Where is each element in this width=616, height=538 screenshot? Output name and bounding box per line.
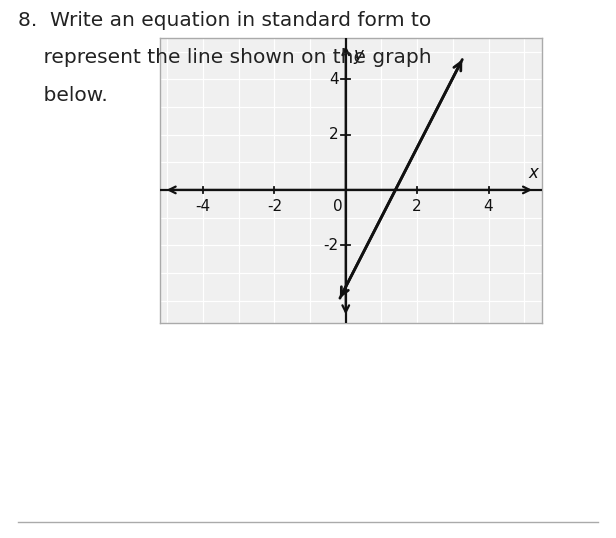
Text: 0: 0 [333,199,342,214]
Text: below.: below. [18,86,108,105]
Text: represent the line shown on the graph: represent the line shown on the graph [18,48,432,67]
Text: 4: 4 [329,72,339,87]
Text: 4: 4 [484,199,493,214]
Text: 2: 2 [412,199,422,214]
Text: -2: -2 [323,238,339,253]
Text: 8.  Write an equation in standard form to: 8. Write an equation in standard form to [18,11,432,30]
Text: x: x [528,164,538,182]
Text: -2: -2 [267,199,282,214]
Text: y: y [354,46,363,64]
Text: -4: -4 [195,199,211,214]
Text: 2: 2 [329,127,339,142]
